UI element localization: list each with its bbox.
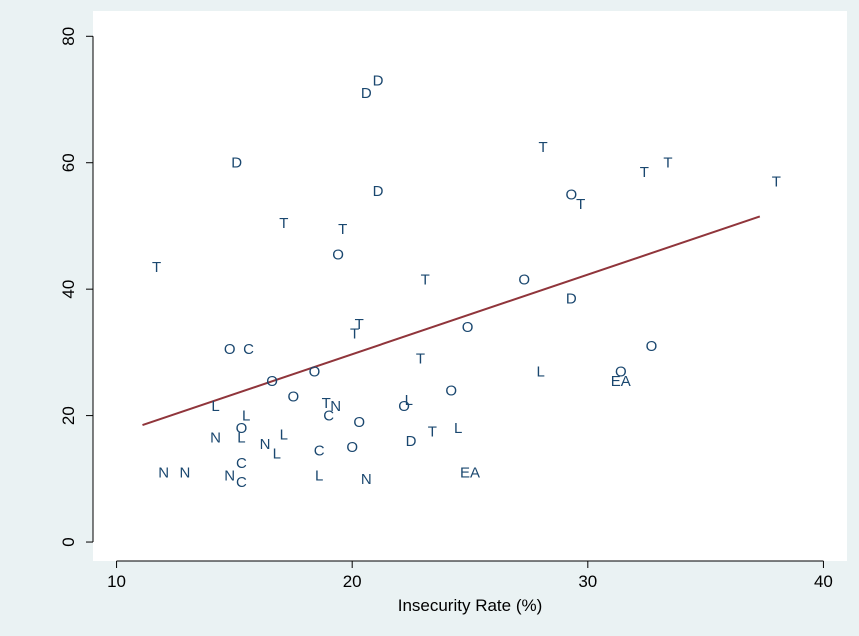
- data-point-label: D: [406, 433, 417, 450]
- data-point-label: L: [211, 398, 219, 415]
- data-point-label: O: [236, 420, 248, 437]
- data-point-label: O: [266, 373, 278, 390]
- data-point-label: N: [224, 468, 235, 485]
- data-point-label: N: [179, 464, 190, 481]
- data-point-label: T: [350, 325, 359, 342]
- data-point-label: EA: [611, 373, 631, 390]
- data-point-label: O: [353, 414, 365, 431]
- data-point-label: T: [640, 164, 649, 181]
- y-tick-label: 40: [59, 280, 78, 299]
- data-point-label: N: [330, 398, 341, 415]
- data-point-label: C: [323, 408, 334, 425]
- data-point-label: D: [373, 73, 384, 90]
- data-point-label: N: [361, 471, 372, 488]
- data-point-label: L: [280, 427, 288, 444]
- data-point-label: C: [243, 341, 254, 358]
- data-point-label: N: [158, 464, 169, 481]
- data-point-label: D: [361, 85, 372, 102]
- x-tick-label: 30: [578, 572, 597, 591]
- data-point-label: O: [462, 319, 474, 336]
- x-axis-label: Insecurity Rate (%): [398, 596, 543, 615]
- data-point-label: T: [152, 259, 161, 276]
- data-point-label: O: [224, 341, 236, 358]
- y-tick-label: 60: [59, 153, 78, 172]
- x-tick-label: 40: [814, 572, 833, 591]
- data-point-label: T: [421, 272, 430, 289]
- x-tick-label: 20: [343, 572, 362, 591]
- data-point-label: D: [566, 291, 577, 308]
- fit-line-group: [142, 215, 761, 427]
- data-point-label: O: [398, 398, 410, 415]
- y-tick-label: 80: [59, 27, 78, 46]
- data-point-label: O: [518, 272, 530, 289]
- data-point-label: T: [279, 215, 288, 232]
- data-point-label: T: [322, 395, 331, 412]
- data-point-label: T: [416, 351, 425, 368]
- data-point-label: L: [242, 408, 250, 425]
- data-point-label: L: [273, 446, 281, 463]
- data-point-label: N: [210, 430, 221, 447]
- plot-area: [93, 11, 847, 561]
- data-point-label: T: [772, 174, 781, 191]
- data-point-label: T: [538, 139, 547, 156]
- data-point-label: T: [428, 423, 437, 440]
- data-point-label: C: [236, 474, 247, 491]
- data-point-label: L: [454, 420, 462, 437]
- data-point-label: O: [646, 338, 658, 355]
- data-point-label: T: [338, 221, 347, 238]
- data-point-label: O: [565, 186, 577, 203]
- data-point-label: T: [355, 316, 364, 333]
- data-point-label: T: [663, 155, 672, 172]
- data-point-label: N: [260, 436, 271, 453]
- x-tick-label: 10: [107, 572, 126, 591]
- data-point-label: D: [373, 183, 384, 200]
- data-point-label: O: [332, 246, 344, 263]
- data-point-label: O: [309, 363, 321, 380]
- data-point-label: L: [405, 392, 413, 409]
- y-tick-label: 0: [59, 537, 78, 546]
- data-point-label: C: [314, 442, 325, 459]
- data-point-label: O: [346, 439, 358, 456]
- data-point-label: D: [231, 155, 242, 172]
- data-point-label: C: [236, 455, 247, 472]
- data-point-label: O: [445, 382, 457, 399]
- y-tick-label: 20: [59, 406, 78, 425]
- data-point-label: EA: [460, 464, 480, 481]
- data-point-label: L: [537, 363, 545, 380]
- data-point-label: T: [576, 196, 585, 213]
- data-point-label: O: [615, 363, 627, 380]
- axes: 0 20 40 60 80 10 20 30 40: [59, 27, 833, 591]
- fit-line: [142, 215, 761, 427]
- data-point-label: L: [315, 468, 323, 485]
- data-point-label: O: [287, 389, 299, 406]
- data-point-label: L: [237, 430, 245, 447]
